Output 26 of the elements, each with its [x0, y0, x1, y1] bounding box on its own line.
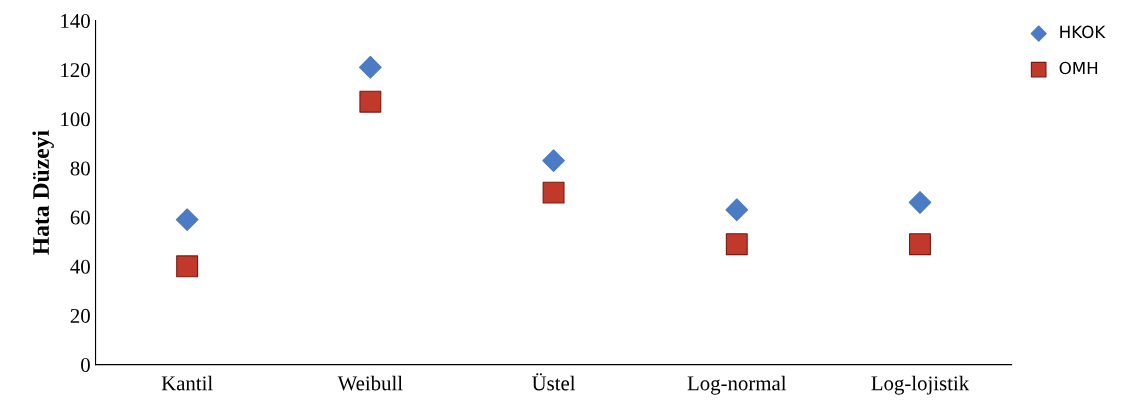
- x-tick-label: Üstel: [532, 373, 576, 391]
- y-tick-label: 120: [61, 63, 90, 78]
- y-tick-label: 40: [70, 259, 90, 274]
- point: [542, 181, 565, 204]
- point: [176, 255, 199, 278]
- x-tick-label: Weibull: [337, 375, 403, 391]
- point: [909, 233, 931, 256]
- legend-label: HKOK: [1060, 25, 1106, 39]
- y-tick-label: 0: [81, 357, 90, 373]
- point: [725, 233, 748, 256]
- y-tick-label: 100: [61, 112, 90, 127]
- point: [359, 90, 382, 113]
- legend-label: OMH: [1059, 61, 1098, 75]
- y-tick-label: 60: [70, 210, 90, 225]
- x-tick-label: Log-normal: [687, 375, 787, 395]
- x-tick-label: Kantil: [161, 375, 213, 391]
- y-tick-label: 140: [61, 13, 90, 29]
- point: [175, 208, 199, 231]
- point: [542, 149, 565, 173]
- y-axis-title: Hata Düzeyi: [32, 130, 54, 255]
- point: [725, 198, 749, 222]
- point: [908, 191, 932, 214]
- point: [359, 55, 382, 79]
- y-tick-label: 20: [70, 308, 90, 323]
- x-tick-label: Log-lojistik: [871, 375, 970, 395]
- y-tick-label: 80: [70, 161, 90, 176]
